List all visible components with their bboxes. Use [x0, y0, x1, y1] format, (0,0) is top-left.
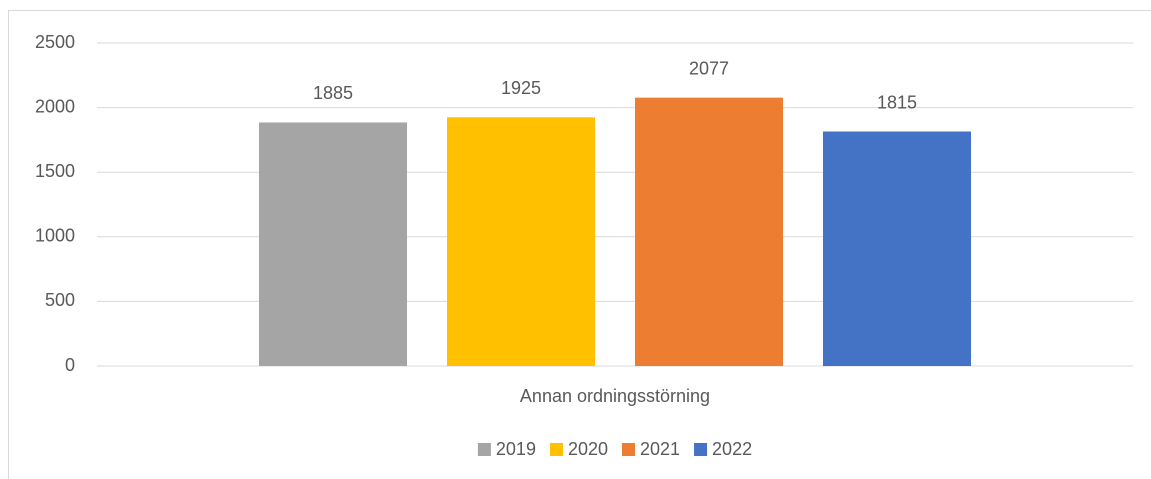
- x-tick-label: Annan ordningsstörning: [520, 386, 710, 406]
- y-tick-label: 2000: [35, 96, 75, 116]
- y-tick-label: 0: [65, 355, 75, 375]
- y-tick-label: 500: [45, 290, 75, 310]
- legend-label: 2021: [640, 439, 680, 459]
- legend-swatch: [622, 443, 635, 456]
- y-tick-label: 1000: [35, 226, 75, 246]
- bar: [259, 122, 407, 366]
- y-tick-label: 2500: [35, 32, 75, 52]
- chart-border: [8, 10, 1151, 479]
- data-label: 1815: [877, 92, 917, 112]
- bar: [447, 117, 595, 366]
- y-tick-label: 1500: [35, 161, 75, 181]
- legend-swatch: [694, 443, 708, 456]
- data-label: 1925: [501, 78, 541, 98]
- legend-swatch: [477, 443, 491, 456]
- legend-label: 2019: [496, 439, 536, 459]
- data-label: 1885: [313, 83, 353, 103]
- bar: [635, 97, 783, 366]
- legend-swatch: [549, 443, 563, 456]
- legend-label: 2022: [712, 439, 752, 459]
- bar: [823, 131, 971, 366]
- legend-label: 2020: [568, 439, 608, 459]
- data-label: 2077: [689, 58, 729, 78]
